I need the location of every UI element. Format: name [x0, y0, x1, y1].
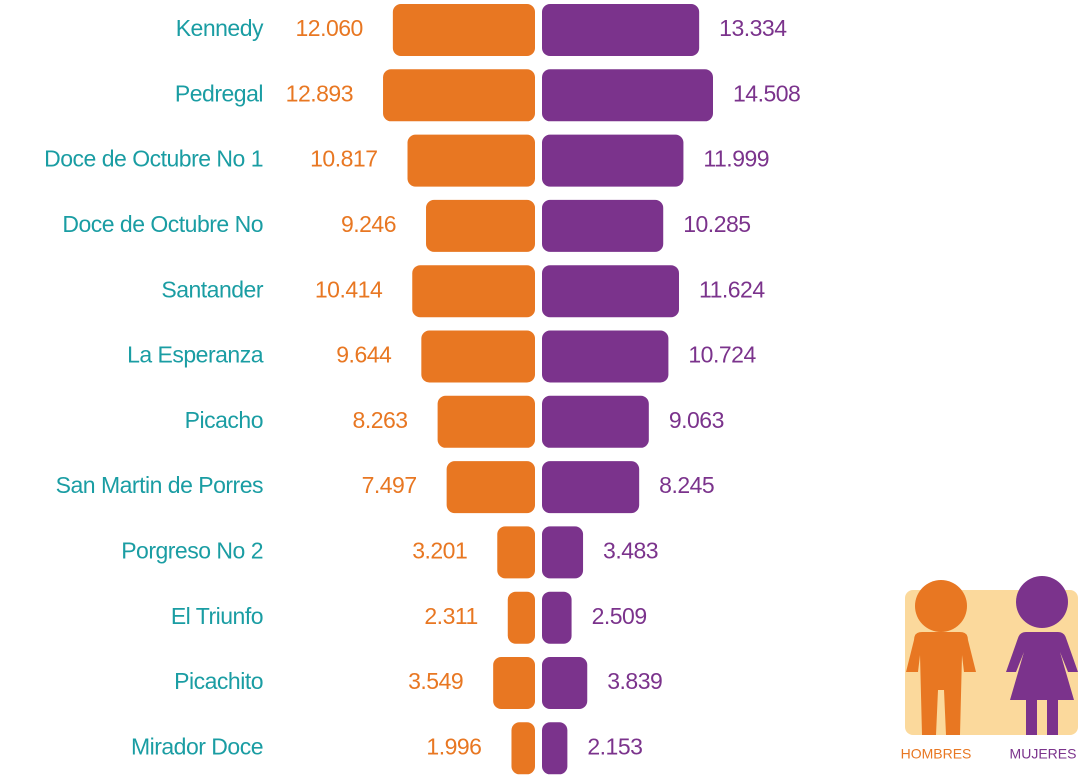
category-label: Picachito: [174, 668, 263, 694]
value-label: 3.839: [607, 668, 662, 694]
value-label: 12.060: [295, 15, 362, 41]
legend-label: HOMBRES: [901, 746, 972, 762]
bar: [542, 134, 684, 187]
value-label: 2.311: [424, 603, 477, 629]
people-icon: [905, 576, 1078, 735]
bar: [542, 69, 713, 122]
bar: [412, 265, 535, 318]
bar: [542, 395, 649, 448]
bar: [542, 657, 588, 709]
value-label: 3.549: [408, 668, 463, 694]
category-label: Porgreso No 2: [121, 537, 263, 563]
bar: [542, 461, 640, 514]
bar: [542, 330, 669, 383]
value-label: 11.624: [699, 276, 765, 302]
value-label: 12.893: [286, 80, 353, 106]
value-label: 13.334: [719, 15, 787, 41]
bar: [407, 134, 535, 187]
bar: [421, 330, 535, 383]
category-label: La Esperanza: [127, 342, 264, 368]
category-label: San Martin de Porres: [56, 472, 263, 498]
bar: [542, 265, 680, 318]
category-label: Kennedy: [176, 15, 264, 41]
bar: [542, 526, 584, 579]
woman-head: [1016, 576, 1068, 628]
value-label: 9.644: [336, 342, 392, 368]
category-label: Doce de Octubre No 1: [44, 146, 263, 172]
value-label: 9.063: [669, 407, 724, 433]
bar: [437, 395, 535, 448]
category-label: El Triunfo: [171, 603, 263, 629]
bar: [542, 4, 700, 56]
value-label: 10.817: [310, 146, 377, 172]
category-label: Picacho: [185, 407, 263, 433]
value-label: 10.414: [315, 276, 383, 302]
man-body: [906, 632, 976, 735]
value-label: 14.508: [733, 80, 800, 106]
value-label: 1.996: [426, 733, 481, 759]
category-label: Mirador Doce: [131, 733, 263, 759]
value-label: 2.509: [592, 603, 647, 629]
bar: [542, 722, 568, 775]
value-label: 7.497: [362, 472, 417, 498]
value-label: 11.999: [703, 146, 769, 172]
category-label: Santander: [161, 276, 263, 302]
value-label: 9.246: [341, 211, 396, 237]
category-label: Pedregal: [175, 80, 263, 106]
value-label: 3.483: [603, 537, 658, 563]
bar: [383, 69, 535, 122]
value-label: 10.285: [683, 211, 750, 237]
bar: [542, 199, 664, 252]
value-label: 8.263: [353, 407, 408, 433]
man-head: [915, 580, 967, 632]
bar: [497, 526, 535, 579]
value-label: 3.201: [412, 537, 467, 563]
value-label: 8.245: [659, 472, 714, 498]
value-label: 2.153: [587, 733, 642, 759]
bar: [542, 591, 572, 644]
bar: [426, 199, 535, 252]
legend-label: MUJERES: [1010, 746, 1077, 762]
bar: [446, 461, 535, 514]
bar: [493, 657, 535, 709]
bar: [507, 591, 535, 644]
value-label: 10.724: [688, 342, 756, 368]
bar: [511, 722, 535, 775]
bar: [392, 4, 535, 56]
category-label: Doce de Octubre No: [62, 211, 263, 237]
woman-body: [1006, 632, 1078, 735]
